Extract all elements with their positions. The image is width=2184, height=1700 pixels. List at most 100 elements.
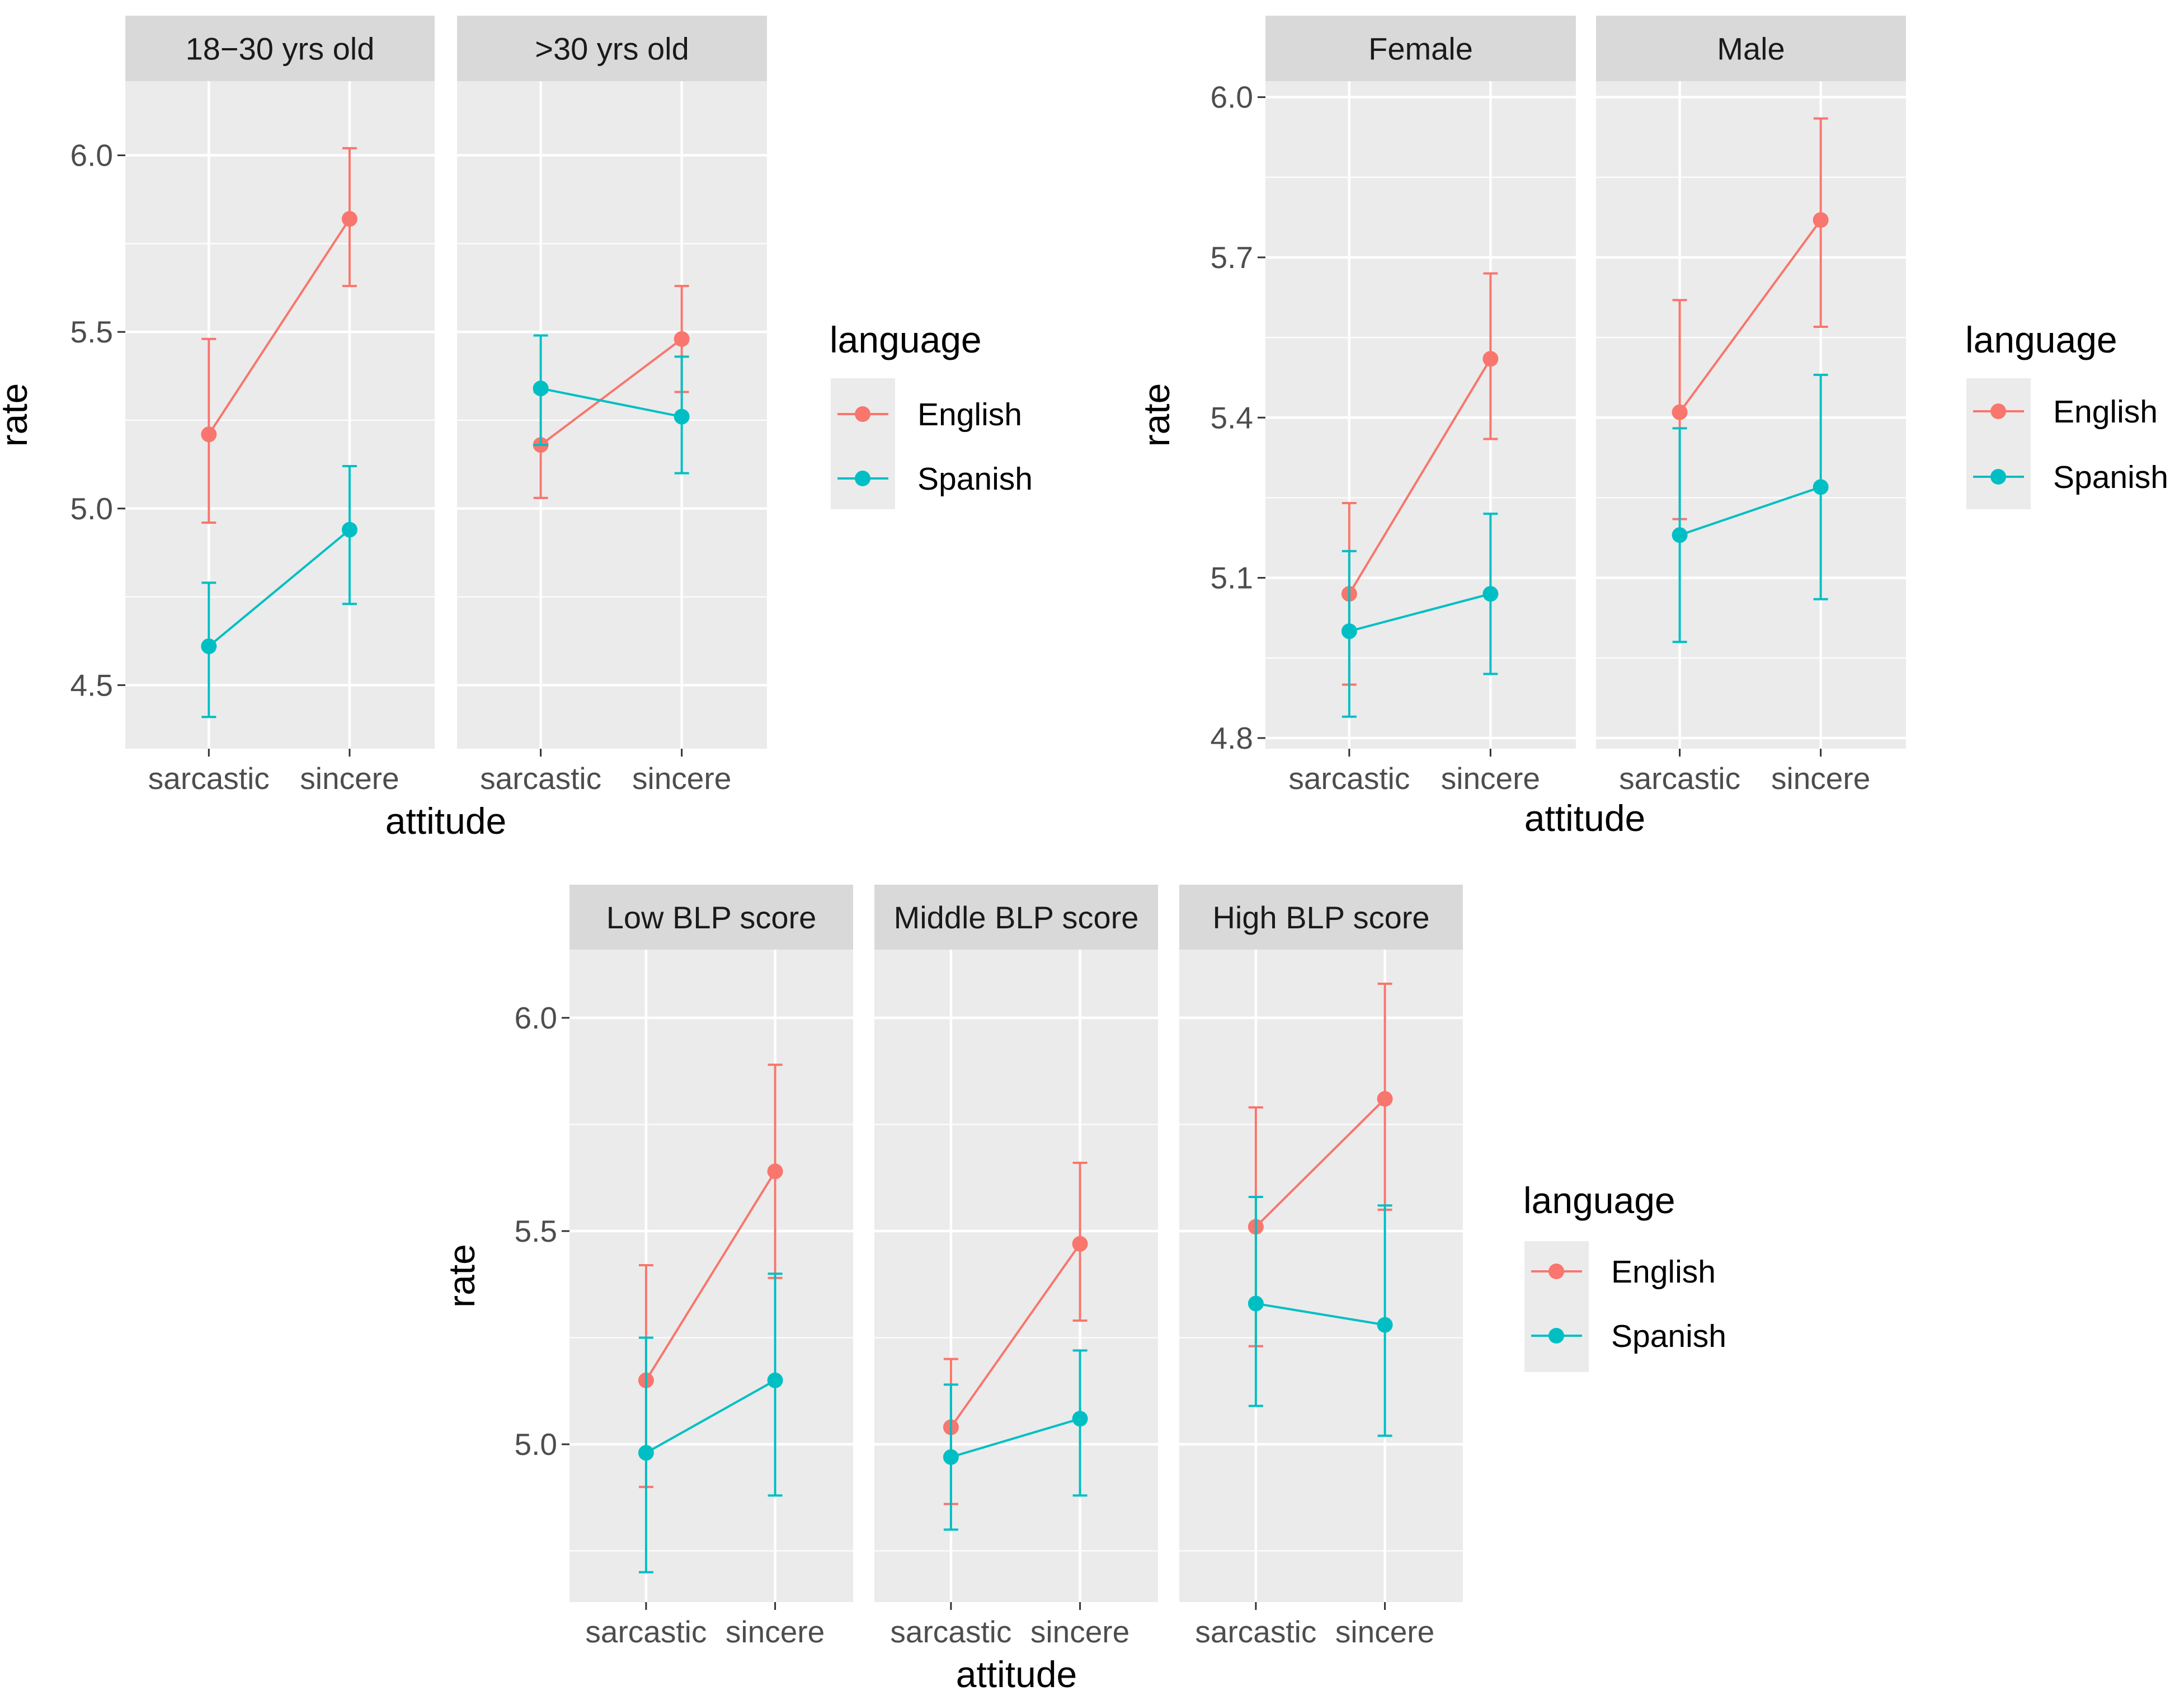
series-spanish xyxy=(943,1349,1088,1531)
data-point xyxy=(638,1445,654,1461)
legend-key-point xyxy=(855,406,870,422)
y-tick-label: 6.0 xyxy=(1211,80,1253,115)
facet-label: Male xyxy=(1717,31,1785,67)
facet-label: High BLP score xyxy=(1212,900,1429,935)
data-point xyxy=(341,522,357,538)
series-line xyxy=(950,1417,1081,1458)
legend-item-spanish: Spanish xyxy=(837,461,1033,497)
figure-1: 18−30 yrs old sarcastic sincere >30 yrs old… xyxy=(0,16,1033,842)
facet-strip xyxy=(125,16,435,81)
legend-key-point xyxy=(1990,403,2006,419)
data-point xyxy=(1813,212,1829,228)
x-tick-label: sarcastic xyxy=(480,761,601,796)
data-point xyxy=(201,426,217,443)
series-english xyxy=(201,147,357,524)
facet-panel-3-2: Middle BLP score sarcastic sincere xyxy=(874,885,1158,1649)
figure-2: Female sarcastic sincere Male sarcastic since… xyxy=(1136,16,2168,839)
x-tick-label: sarcastic xyxy=(1288,761,1410,796)
series-line xyxy=(540,338,682,446)
facet-strip xyxy=(1265,16,1576,81)
legend-key-point xyxy=(855,471,870,486)
legend-item-spanish: Spanish xyxy=(1973,459,2168,495)
series-line xyxy=(950,1243,1081,1428)
x-axis-title: attitude xyxy=(956,1654,1077,1695)
data-point xyxy=(674,331,690,347)
facet-label: Middle BLP score xyxy=(894,900,1139,935)
series-spanish xyxy=(533,334,690,475)
legend-label: English xyxy=(917,397,1022,433)
y-tick-label: 4.5 xyxy=(70,668,113,702)
legend: language English Spanish xyxy=(1523,1180,1726,1372)
x-axis-title: attitude xyxy=(385,800,507,842)
legend-key-background xyxy=(1966,378,2031,509)
series-line xyxy=(208,529,351,647)
data-point xyxy=(767,1163,783,1180)
data-point xyxy=(1072,1411,1088,1427)
legend-label: Spanish xyxy=(1611,1318,1726,1354)
series-line xyxy=(645,1171,776,1381)
legend-key-point xyxy=(1990,469,2006,485)
y-tick-label: 5.0 xyxy=(70,491,113,526)
facet-panel-1-1: 18−30 yrs old sarcastic sincere xyxy=(125,16,435,796)
data-point xyxy=(1813,479,1829,495)
facet-panel-2-2: Male sarcastic sincere xyxy=(1596,16,1906,796)
x-tick-label: sincere xyxy=(1030,1614,1129,1649)
facet-strip xyxy=(457,16,767,81)
legend-title: language xyxy=(830,319,982,360)
series-line xyxy=(1348,358,1492,595)
x-tick-label: sarcastic xyxy=(890,1614,1011,1649)
x-tick-label: sincere xyxy=(1771,761,1870,796)
data-point xyxy=(1672,527,1688,543)
legend-item-spanish: Spanish xyxy=(1531,1318,1726,1354)
legend: language English Spanish xyxy=(1965,319,2168,509)
legend-title: language xyxy=(1965,319,2117,360)
legend-label: English xyxy=(2053,394,2158,430)
x-tick-label: sincere xyxy=(300,761,399,796)
x-tick-label: sarcastic xyxy=(148,761,270,796)
data-point xyxy=(943,1449,959,1465)
y-tick-label: 5.7 xyxy=(1211,240,1253,275)
facet-label: >30 yrs old xyxy=(535,31,689,67)
legend-item-english: English xyxy=(1531,1254,1716,1290)
series-spanish xyxy=(638,1272,783,1574)
y-tick-label: 6.0 xyxy=(70,138,113,173)
series-line xyxy=(1678,219,1822,413)
series-line xyxy=(540,387,682,418)
facet-strip xyxy=(1179,885,1463,950)
y-tick-label: 5.4 xyxy=(1211,400,1253,435)
series-line xyxy=(1255,1302,1385,1326)
data-point xyxy=(201,638,217,654)
data-point xyxy=(1672,404,1688,420)
data-point xyxy=(533,381,549,397)
legend-title: language xyxy=(1523,1180,1675,1221)
legend-key-background xyxy=(831,378,895,509)
y-tick-label: 4.8 xyxy=(1211,721,1253,755)
y-tick-label: 5.5 xyxy=(515,1214,557,1248)
facet-panel-2-1: Female sarcastic sincere xyxy=(1265,16,1576,796)
series-spanish xyxy=(1672,373,1829,644)
legend-item-english: English xyxy=(1973,394,2158,430)
panel-background xyxy=(1265,81,1576,749)
facet-strip xyxy=(569,885,853,950)
legend-key-point xyxy=(1548,1328,1564,1344)
x-tick-label: sincere xyxy=(632,761,731,796)
series-line xyxy=(1255,1098,1386,1228)
facet-label: Low BLP score xyxy=(606,900,817,935)
y-axis-title: rate xyxy=(1136,383,1177,447)
data-point xyxy=(1482,586,1499,602)
facet-label: 18−30 yrs old xyxy=(186,31,375,67)
data-point xyxy=(341,211,357,227)
facet-strip xyxy=(874,885,1158,950)
legend-item-english: English xyxy=(837,397,1022,433)
panel-background xyxy=(874,950,1158,1602)
legend: language English Spanish xyxy=(830,319,1033,509)
data-point xyxy=(767,1372,783,1388)
series-line xyxy=(645,1379,776,1454)
data-point xyxy=(1377,1317,1393,1333)
x-tick-label: sarcastic xyxy=(1619,761,1740,796)
y-axis-title: rate xyxy=(0,383,35,447)
legend-key-background xyxy=(1524,1241,1589,1372)
x-tick-label: sincere xyxy=(1441,761,1540,796)
y-axis-title: rate xyxy=(441,1244,482,1308)
